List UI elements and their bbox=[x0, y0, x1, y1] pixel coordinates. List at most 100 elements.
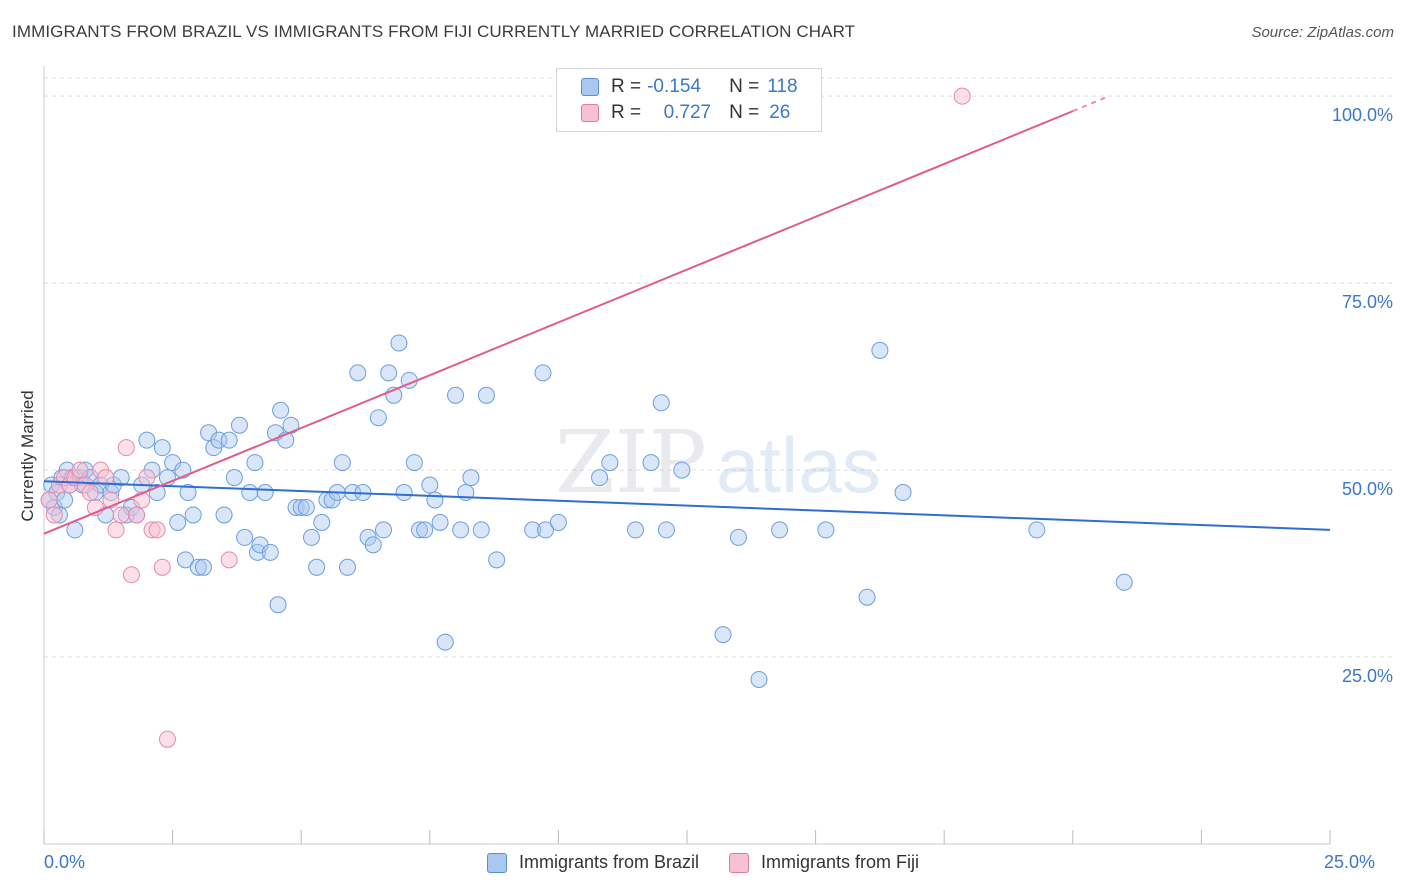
brazil-point bbox=[349, 364, 367, 382]
brazil-point bbox=[369, 409, 387, 427]
brazil-point bbox=[657, 521, 675, 539]
brazil-point bbox=[56, 491, 74, 509]
brazil-point bbox=[488, 551, 506, 569]
brazil-point bbox=[338, 558, 356, 576]
legend-swatch-brazil bbox=[486, 852, 507, 873]
brazil-point bbox=[313, 513, 331, 531]
brazil-point bbox=[426, 491, 444, 509]
fiji-point bbox=[158, 730, 176, 748]
brazil-point bbox=[184, 506, 202, 524]
brazil-point bbox=[189, 558, 207, 576]
brazil-point bbox=[302, 528, 320, 546]
fiji-point bbox=[220, 551, 238, 569]
brazil-point bbox=[858, 588, 876, 606]
fiji-point bbox=[45, 506, 63, 524]
series-legend-label: Immigrants from Brazil bbox=[518, 852, 699, 872]
legend-n-label: N = bbox=[729, 76, 760, 97]
brazil-point bbox=[524, 521, 542, 539]
fiji-point bbox=[40, 491, 58, 509]
x-tick-label-min: 0.0% bbox=[44, 852, 86, 872]
watermark: ZIP atlas bbox=[555, 413, 881, 513]
legend-n-value: 118 bbox=[767, 76, 798, 97]
brazil-point bbox=[153, 439, 171, 457]
fiji-point bbox=[81, 484, 99, 502]
brazil-point bbox=[395, 484, 413, 502]
series-legend-fiji[interactable]: Immigrants from Fiji bbox=[729, 852, 919, 873]
brazil-point bbox=[642, 454, 660, 472]
fiji-point bbox=[953, 87, 971, 105]
brazil-point bbox=[220, 431, 238, 449]
brazil-point bbox=[215, 506, 233, 524]
fiji-point bbox=[153, 558, 171, 576]
brazil-point bbox=[176, 551, 194, 569]
fiji-point bbox=[138, 469, 156, 487]
fiji-point bbox=[107, 521, 125, 539]
brazil-point bbox=[308, 558, 326, 576]
legend-r-label: R = bbox=[611, 102, 642, 123]
brazil-point bbox=[246, 454, 264, 472]
brazil-point bbox=[269, 596, 287, 614]
brazil-point bbox=[537, 521, 555, 539]
brazil-point bbox=[256, 484, 274, 502]
brazil-point bbox=[364, 536, 382, 554]
legend-r-value: 0.727 bbox=[663, 102, 712, 123]
fiji-trend-line bbox=[43, 110, 1074, 535]
legend-swatch-fiji bbox=[581, 104, 599, 122]
trend-lines bbox=[43, 95, 1331, 535]
brazil-point bbox=[472, 521, 490, 539]
legend-r-value: -0.154 bbox=[647, 76, 701, 97]
series-legend-brazil[interactable]: Immigrants from Brazil bbox=[486, 852, 699, 873]
brazil-point bbox=[230, 416, 248, 434]
brazil-point bbox=[462, 469, 480, 487]
brazil-point bbox=[287, 498, 305, 516]
fiji-point bbox=[71, 461, 89, 479]
brazil-point bbox=[169, 513, 187, 531]
fiji-trend-extension bbox=[1072, 95, 1110, 113]
brazil-point bbox=[436, 633, 454, 651]
y-tick-label: 25.0% bbox=[1342, 666, 1393, 686]
brazil-point bbox=[601, 454, 619, 472]
brazil-point bbox=[375, 521, 393, 539]
brazil-point bbox=[729, 528, 747, 546]
brazil-point bbox=[272, 401, 290, 419]
legend-row-fiji: R = 0.727 N = 26 bbox=[557, 100, 790, 126]
brazil-point bbox=[210, 431, 228, 449]
chart-title: IMMIGRANTS FROM BRAZIL VS IMMIGRANTS FRO… bbox=[12, 22, 856, 41]
brazil-point bbox=[179, 484, 197, 502]
brazil-point bbox=[627, 521, 645, 539]
legend-r-label: R = bbox=[611, 76, 642, 97]
brazil-point bbox=[591, 469, 609, 487]
brazil-point bbox=[673, 461, 691, 479]
brazil-point bbox=[380, 364, 398, 382]
brazil-point bbox=[652, 394, 670, 412]
brazil-point bbox=[447, 386, 465, 404]
fiji-point bbox=[122, 566, 140, 584]
x-tick-label-max: 25.0% bbox=[1324, 852, 1376, 872]
brazil-point bbox=[452, 521, 470, 539]
y-tick-labels: 25.0% 50.0% 75.0% 100.0% bbox=[1332, 105, 1393, 686]
brazil-point bbox=[1115, 573, 1133, 591]
legend-swatch-fiji bbox=[729, 852, 749, 873]
gridlines bbox=[44, 77, 1395, 658]
brazil-point bbox=[411, 521, 429, 539]
fiji-point bbox=[112, 506, 130, 524]
brazil-point bbox=[292, 498, 310, 516]
y-tick-label: 100.0% bbox=[1332, 105, 1393, 125]
brazil-point bbox=[421, 476, 439, 494]
brazil-point bbox=[1028, 521, 1046, 539]
brazil-point bbox=[477, 386, 495, 404]
brazil-point bbox=[333, 454, 351, 472]
watermark-atlas: atlas bbox=[716, 421, 881, 509]
brazil-point bbox=[750, 670, 768, 688]
y-tick-label: 50.0% bbox=[1342, 479, 1393, 499]
axes bbox=[43, 66, 1331, 845]
fiji-point bbox=[97, 469, 115, 487]
stats-legend: R = -0.154 N = 118 R = 0.727 N = 26 bbox=[556, 68, 822, 132]
y-tick-label: 75.0% bbox=[1342, 292, 1393, 312]
brazil-point bbox=[771, 521, 789, 539]
fiji-point bbox=[117, 439, 135, 457]
fiji-point bbox=[148, 521, 166, 539]
legend-row-brazil: R = -0.154 N = 118 bbox=[557, 74, 798, 100]
brazil-point bbox=[534, 364, 552, 382]
